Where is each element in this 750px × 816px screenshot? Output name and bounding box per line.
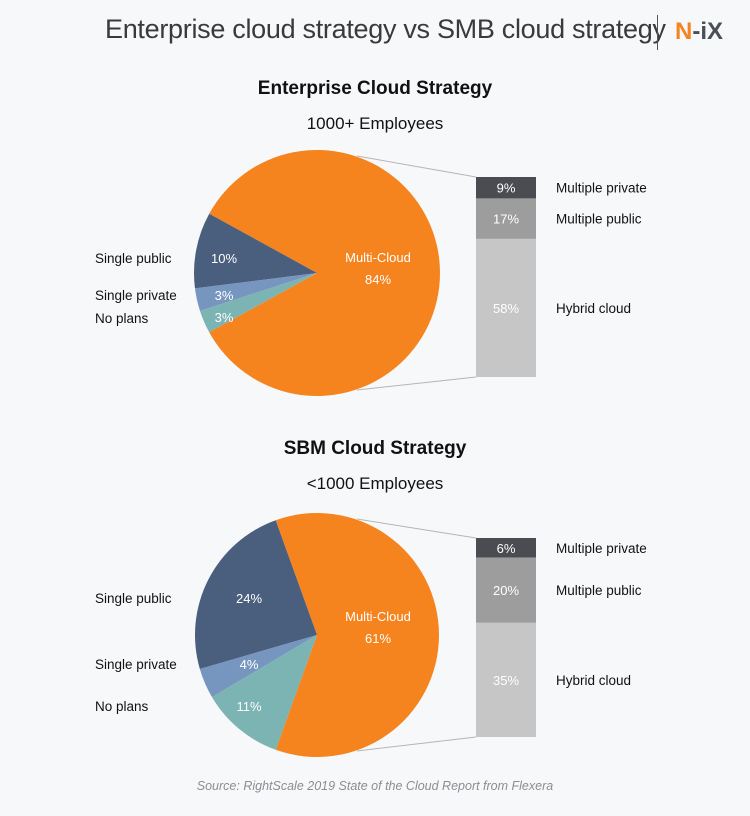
bar-value-multiple-public: 17% — [493, 212, 519, 227]
bar-value-multiple-public: 20% — [493, 583, 519, 598]
bar-segment-hybrid-cloud — [476, 622, 536, 737]
slice-value-multi-cloud: 84% — [365, 272, 391, 287]
bar-segment-multiple-public — [476, 557, 536, 623]
legend-label-no-plans: No plans — [95, 311, 149, 326]
chart-title: Enterprise Cloud Strategy — [258, 78, 493, 99]
connector-line-bottom — [356, 736, 477, 752]
bar-segment-multiple-private — [476, 177, 536, 199]
legend-label-single-private: Single private — [95, 288, 177, 303]
slice-value-no-plans: 3% — [215, 310, 234, 325]
slice-value-single-public: 10% — [211, 251, 237, 266]
bar-segment-hybrid-cloud — [476, 238, 536, 377]
slice-label-multi-cloud: Multi-Cloud — [345, 250, 411, 265]
connector-line-bottom — [356, 376, 477, 391]
pie-slice-single-private — [194, 273, 317, 312]
enterprise-chart: Enterprise Cloud Strategy 1000+ Employee… — [95, 78, 647, 396]
source-note: Source: RightScale 2019 State of the Clo… — [196, 779, 554, 793]
chart-title: SBM Cloud Strategy — [284, 438, 467, 459]
slice-value-single-public: 24% — [236, 591, 262, 606]
bar-label-multiple-public: Multiple public — [556, 583, 642, 598]
bar-label-hybrid-cloud: Hybrid cloud — [556, 673, 631, 688]
bar-label-multiple-private: Multiple private — [556, 181, 647, 196]
bar-label-multiple-public: Multiple public — [556, 212, 642, 227]
bar-label-multiple-private: Multiple private — [556, 541, 647, 556]
pie-slice-multi-cloud — [209, 150, 440, 396]
legend-label-single-private: Single private — [95, 657, 177, 672]
slice-value-multi-cloud: 61% — [365, 631, 391, 646]
bar-label-hybrid-cloud: Hybrid cloud — [556, 301, 631, 316]
logo-ix: -iX — [692, 18, 724, 45]
connector-line-top — [356, 518, 477, 539]
connector-line-top — [356, 155, 477, 178]
slice-value-no-plans: 11% — [236, 699, 261, 714]
n-ix-logo: N-iX — [675, 18, 723, 46]
bar-segment-multiple-public — [476, 198, 536, 239]
chart-subtitle: <1000 Employees — [307, 474, 444, 493]
pie-slice-single-public — [194, 520, 317, 670]
legend-label-single-public: Single public — [95, 591, 172, 606]
bar-value-multiple-private: 6% — [497, 541, 516, 556]
slice-value-single-private: 4% — [240, 657, 259, 672]
pie-slice-multi-cloud — [275, 513, 439, 757]
bar-value-hybrid-cloud: 58% — [493, 301, 519, 316]
smb-chart: SBM Cloud Strategy <1000 Employees Multi… — [95, 438, 647, 757]
slice-value-single-private: 3% — [215, 288, 234, 303]
logo-n: N — [675, 18, 693, 45]
header-divider — [657, 15, 658, 50]
pie-slice-no-plans — [200, 273, 317, 333]
pie-slice-single-private — [199, 635, 317, 698]
pie-slice-single-public — [193, 213, 317, 289]
legend-label-no-plans: No plans — [95, 699, 149, 714]
legend-label-single-public: Single public — [95, 251, 172, 266]
page-title: Enterprise cloud strategy vs SMB cloud s… — [105, 14, 666, 44]
bar-value-hybrid-cloud: 35% — [493, 673, 519, 688]
chart-subtitle: 1000+ Employees — [307, 114, 444, 133]
slice-label-multi-cloud: Multi-Cloud — [345, 609, 411, 624]
pie-slice-no-plans — [211, 635, 317, 750]
bar-segment-multiple-private — [476, 538, 536, 558]
bar-value-multiple-private: 9% — [497, 181, 516, 196]
